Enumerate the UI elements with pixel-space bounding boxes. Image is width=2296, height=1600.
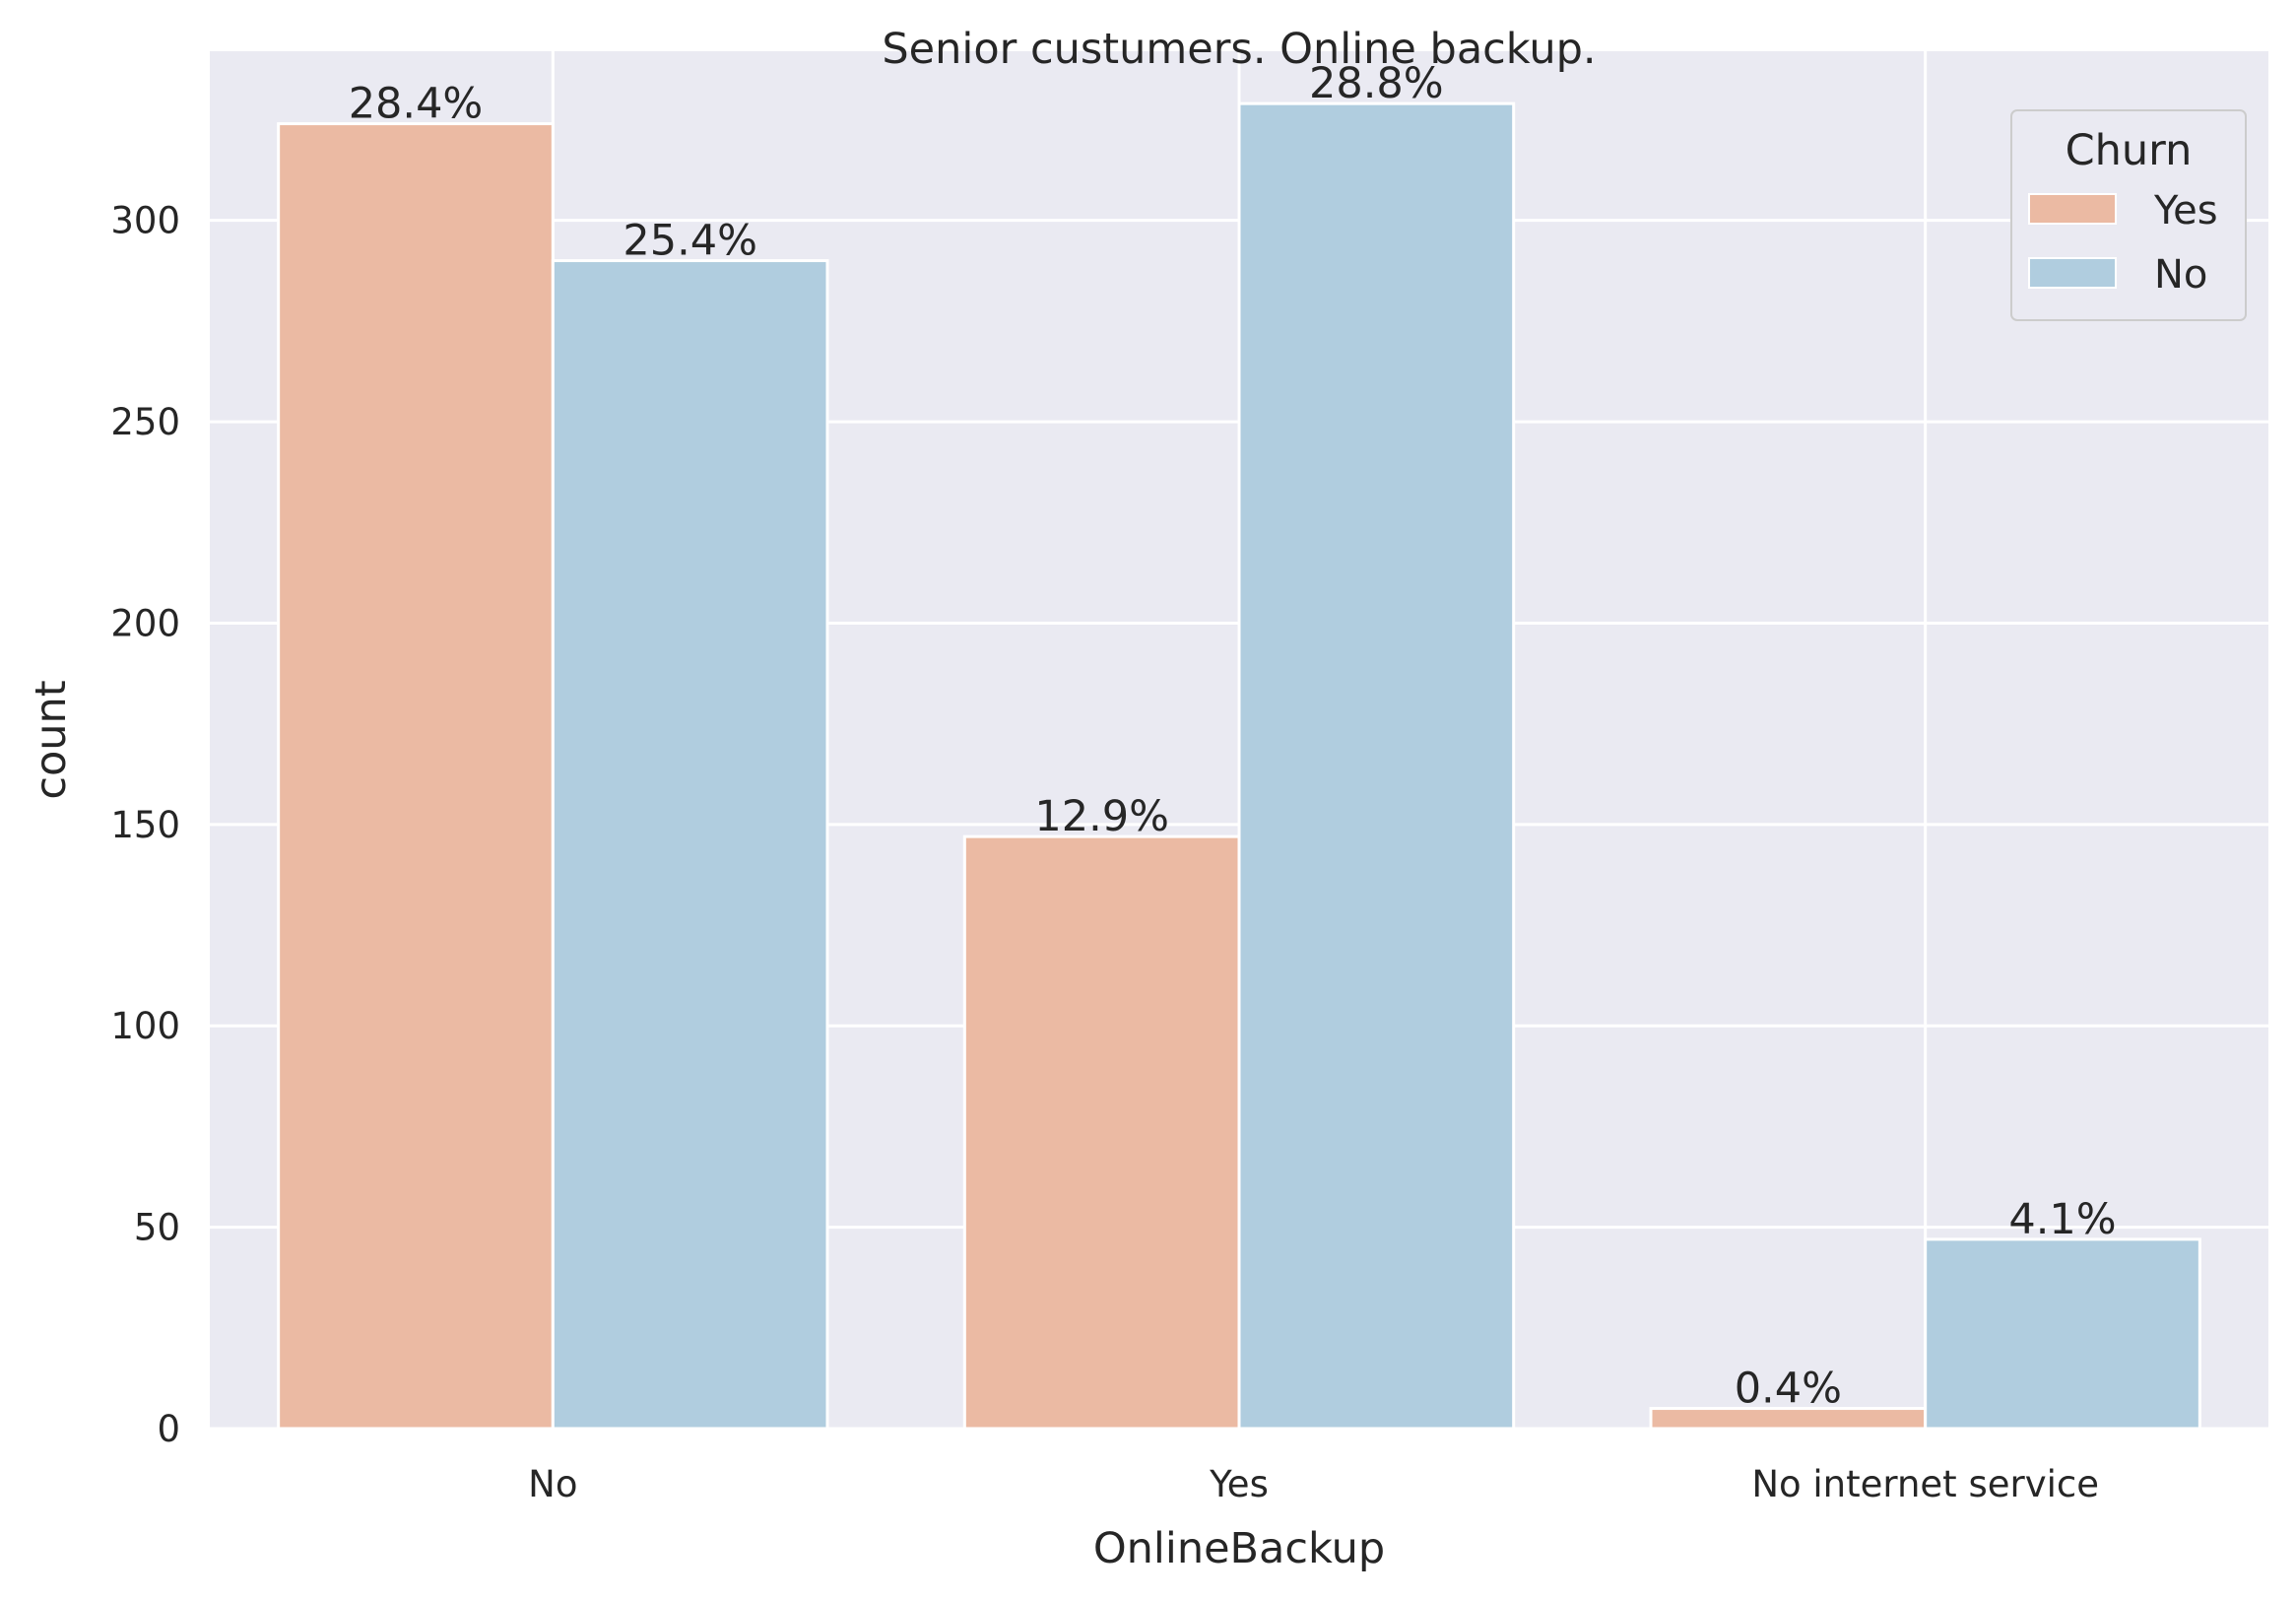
bar-label: 0.4% <box>1735 1365 1842 1414</box>
x-tick-label: Yes <box>1209 1463 1269 1505</box>
legend: Churn Yes No <box>2010 109 2247 321</box>
chart-title: Senior custumers. Online backup. <box>882 25 1596 74</box>
bar-label: 28.8% <box>1309 59 1444 108</box>
y-tick-label: 150 <box>110 804 180 846</box>
x-tick-label: No <box>528 1463 577 1505</box>
y-tick-label: 200 <box>110 602 180 644</box>
legend-swatch <box>2028 257 2117 289</box>
bar-label: 4.1% <box>2008 1195 2116 1244</box>
y-tick-label: 300 <box>110 200 180 242</box>
legend-label: No <box>2154 252 2207 298</box>
bar <box>1237 101 1516 1431</box>
bar-label: 28.4% <box>349 80 484 129</box>
x-tick-label: No internet service <box>1751 1463 2099 1505</box>
bar-label: 12.9% <box>1034 792 1169 841</box>
bar <box>962 834 1241 1431</box>
bar <box>277 122 555 1431</box>
legend-items: Yes No <box>2028 188 2218 298</box>
bar-label: 25.4% <box>623 217 757 266</box>
bar-labels: 28.4% 12.9% 0.4% 25.4% 28.8% 4.1% <box>349 59 2117 1413</box>
legend-swatch <box>2028 193 2117 225</box>
x-axis-label: OnlineBackup <box>1093 1524 1385 1573</box>
bars <box>277 101 2201 1431</box>
legend-title: Churn <box>2066 126 2193 175</box>
y-tick-label: 0 <box>157 1408 180 1450</box>
y-tick-label: 50 <box>134 1207 180 1249</box>
y-tick-label: 100 <box>110 1005 180 1047</box>
y-axis-label: count <box>27 680 76 799</box>
bar <box>1924 1237 2201 1431</box>
y-tick-labels: 0 50 100 150 200 250 300 <box>110 200 180 1450</box>
bar <box>551 259 829 1431</box>
y-tick-label: 250 <box>110 401 180 443</box>
x-tick-labels: No Yes No internet service <box>528 1463 2099 1505</box>
legend-label: Yes <box>2153 188 2218 233</box>
